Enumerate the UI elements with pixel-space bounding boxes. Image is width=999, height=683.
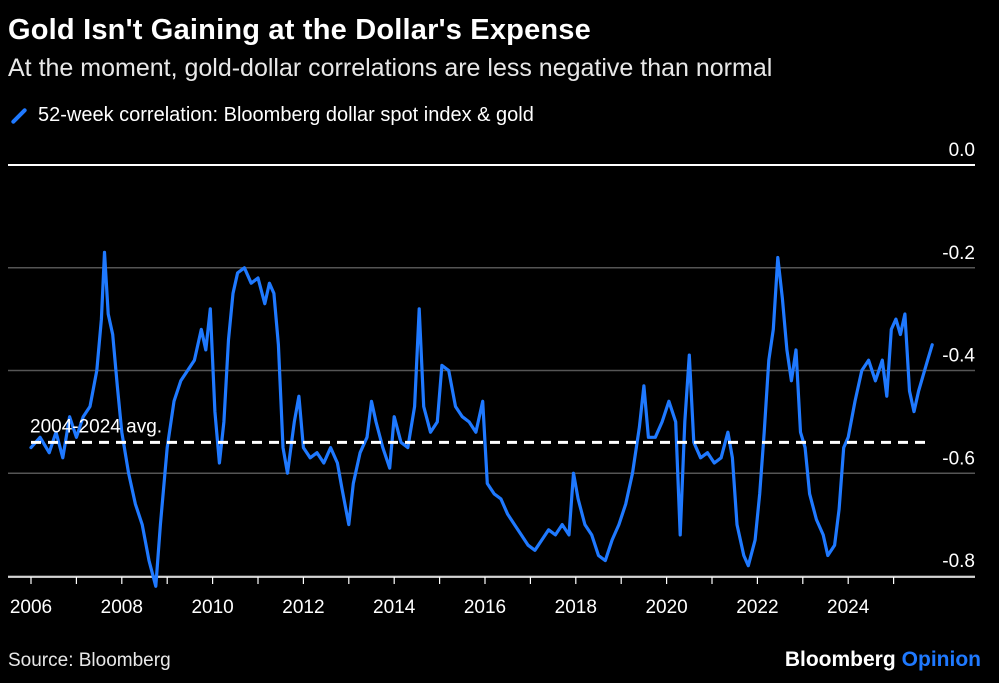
y-tick-label: 0.0 xyxy=(949,140,975,161)
x-tick-label: 2012 xyxy=(282,597,324,618)
x-tick-label: 2018 xyxy=(555,597,597,618)
y-tick-label: -0.2 xyxy=(942,243,975,264)
brand-name: Bloomberg xyxy=(784,648,896,671)
y-tick-label: -0.8 xyxy=(942,551,975,572)
x-tick-label: 2016 xyxy=(464,597,506,618)
source-note: Source: Bloomberg xyxy=(8,650,171,671)
line-chart: 0.0 -0.2 -0.4 -0.6 -0.8 2006 2008 2010 2012 2014 2… xyxy=(8,140,975,618)
legend: 52-week correlation: Bloomberg dollar sp… xyxy=(8,104,534,127)
x-tick-label: 2022 xyxy=(736,597,778,618)
chart-title: Gold Isn't Gaining at the Dollar's Expen… xyxy=(8,14,591,46)
legend-label: 52-week correlation: Bloomberg dollar sp… xyxy=(38,104,534,126)
x-tick-label: 2010 xyxy=(191,597,233,618)
x-tick-label: 2014 xyxy=(373,597,416,618)
average-label: 2004-2024 avg. xyxy=(30,416,162,437)
brand-suffix: Opinion xyxy=(901,648,981,671)
chart-subtitle: At the moment, gold-dollar correlations … xyxy=(8,54,773,82)
x-tick-label: 2024 xyxy=(827,597,870,618)
brand-logo: Bloomberg Opinion xyxy=(785,648,981,672)
x-tick-label: 2006 xyxy=(10,597,52,618)
y-tick-label: -0.4 xyxy=(942,346,975,367)
series-line xyxy=(29,250,934,588)
x-tick-label: 2008 xyxy=(101,597,143,618)
x-tick-label: 2020 xyxy=(645,597,687,618)
y-tick-label: -0.6 xyxy=(942,448,975,469)
